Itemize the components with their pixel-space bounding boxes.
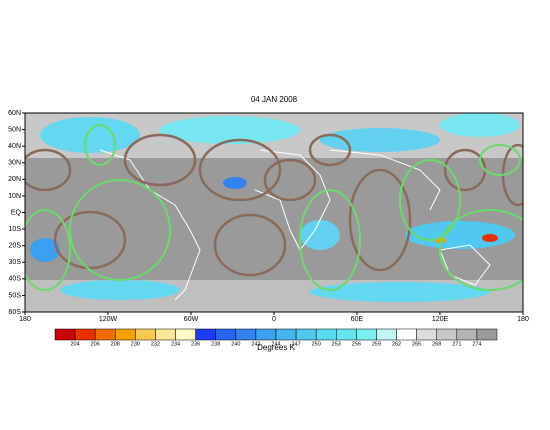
colorbar-swatch — [175, 328, 196, 341]
colorbar-label: 232 — [151, 341, 160, 347]
lat-label: 10N — [8, 193, 21, 200]
lat-label: 20N — [8, 176, 21, 183]
colorbar-label: 262 — [392, 341, 401, 347]
colorbar-swatch — [94, 328, 116, 341]
colorbar-swatch — [336, 328, 357, 341]
colorbar-label: 250 — [312, 341, 321, 347]
colorbar-swatch — [215, 328, 237, 341]
lat-label: 30N — [8, 160, 21, 167]
colorbar-label: 238 — [211, 341, 220, 347]
colorbar-label: 271 — [452, 341, 461, 347]
lat-label: 20S — [9, 243, 22, 250]
lat-label: 60S — [9, 309, 22, 316]
colorbar-swatch — [54, 328, 76, 341]
colorbar-swatch — [255, 328, 277, 341]
colorbar-label: 253 — [332, 341, 341, 347]
lon-label: 60E — [351, 316, 364, 323]
colorbar-swatch — [476, 328, 498, 341]
lat-label: 10S — [9, 226, 22, 233]
colorbar-swatch — [135, 328, 156, 341]
colorbar-swatch — [275, 328, 297, 341]
colorbar-swatch — [456, 328, 478, 341]
colorbar-label: 274 — [472, 341, 481, 347]
colorbar-swatch — [376, 328, 397, 341]
colorbar-swatch — [356, 328, 377, 341]
lat-label: 40S — [9, 276, 22, 283]
colorbar-label: 265 — [412, 341, 421, 347]
lat-label: 50N — [8, 126, 21, 133]
lat-label: 50S — [9, 292, 22, 299]
colorbar-label: 230 — [131, 341, 140, 347]
colorbar-label: 234 — [171, 341, 180, 347]
map-field — [25, 113, 523, 312]
lon-label: 120W — [99, 316, 118, 323]
colorbar-label: 236 — [191, 341, 200, 347]
lon-label: 60W — [184, 316, 199, 323]
colorbar-label: 244 — [271, 341, 280, 347]
lon-label: 0 — [272, 316, 276, 323]
colorbar-swatch — [396, 328, 417, 341]
colorbar-swatch — [235, 328, 257, 341]
lon-label: 180 — [19, 316, 31, 323]
lat-label: 60N — [8, 110, 21, 117]
lat-label: EQ — [11, 209, 22, 216]
lat-label: 30S — [9, 259, 22, 266]
colorbar-swatch — [295, 328, 317, 341]
colorbar-unit: Degrees K — [257, 343, 295, 352]
colorbar-label: 242 — [251, 341, 260, 347]
colorbar-label: 204 — [70, 341, 79, 347]
colorbar-label: 268 — [432, 341, 441, 347]
colorbar-swatch — [74, 328, 96, 341]
map-title: 04 JAN 2008 — [251, 95, 298, 104]
colorbar-label: 247 — [291, 341, 300, 347]
lon-label: 120E — [432, 316, 449, 323]
colorbar-label: 240 — [231, 341, 240, 347]
colorbar-swatch — [416, 328, 437, 341]
colorbar-swatch — [315, 328, 337, 341]
colorbar-swatch — [155, 328, 176, 341]
colorbar-label: 259 — [372, 341, 381, 347]
lon-label: 180 — [517, 316, 529, 323]
colorbar-swatch — [436, 328, 458, 341]
colorbar-label: 256 — [352, 341, 361, 347]
colorbar-swatch — [195, 328, 216, 341]
lat-label: 40N — [8, 143, 21, 150]
colorbar-label: 208 — [111, 341, 120, 347]
colorbar-swatch — [115, 328, 136, 341]
colorbar-label: 206 — [91, 341, 100, 347]
